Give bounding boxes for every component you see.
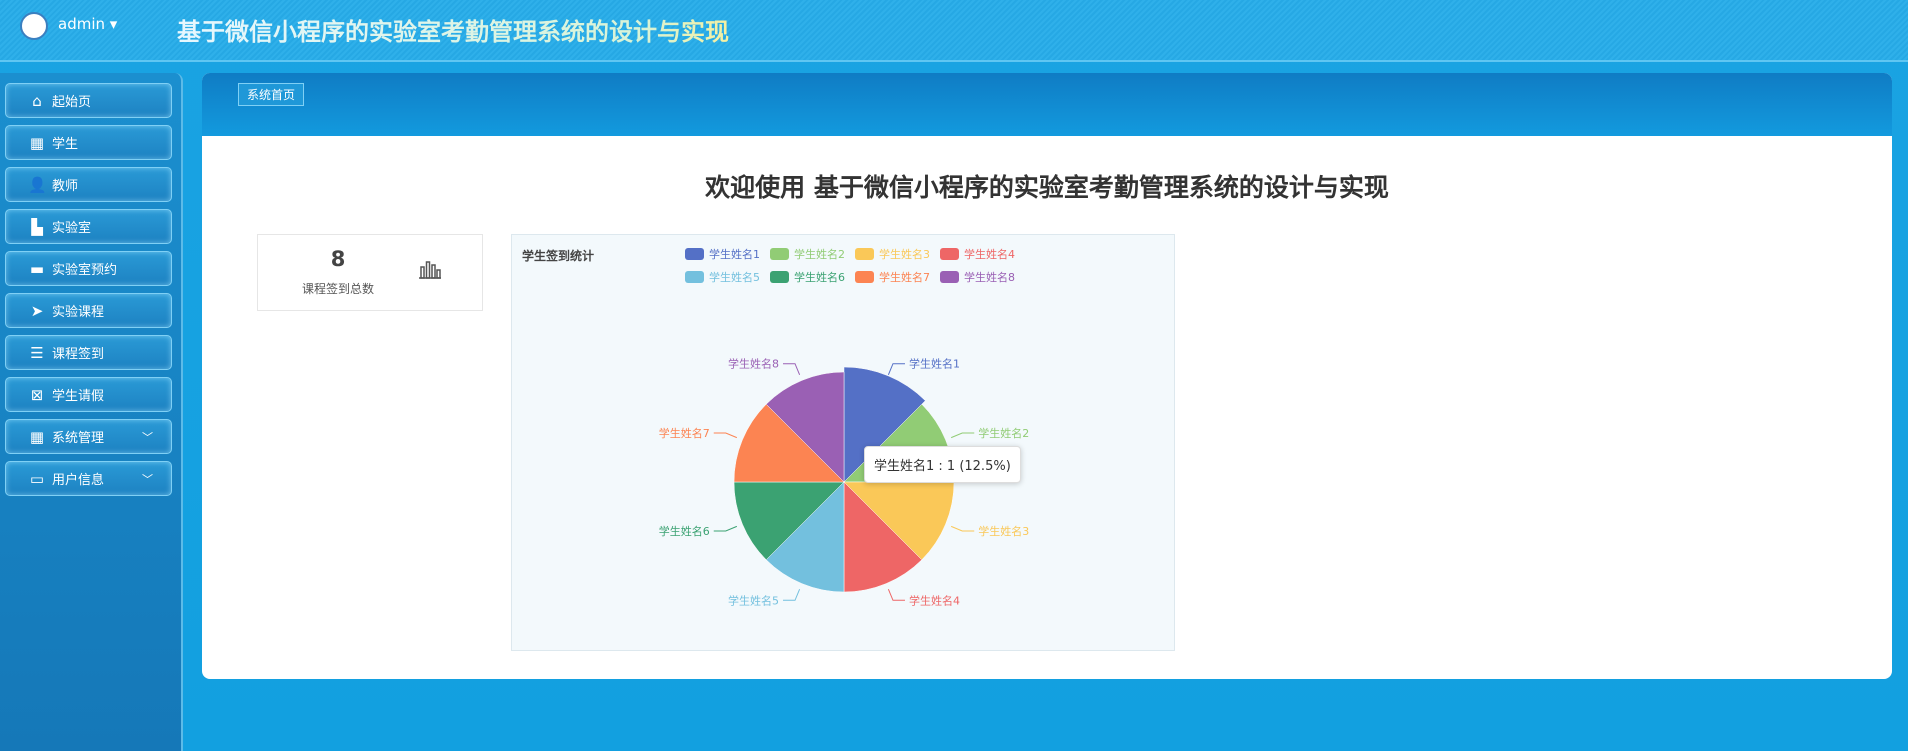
- slice-label: 学生姓名7: [659, 426, 710, 440]
- sidebar-item-7[interactable]: ⊠ 学生请假: [5, 377, 172, 412]
- legend-swatch: [855, 248, 874, 260]
- slice-label: 学生姓名3: [978, 524, 1029, 538]
- legend-label: 学生姓名7: [879, 271, 930, 284]
- label-line: [887, 363, 905, 376]
- sidebar-item-4[interactable]: ▬ 实验室预约: [5, 251, 172, 286]
- legend-item[interactable]: 学生姓名1: [685, 247, 760, 261]
- chevron-down-icon[interactable]: ﹀: [142, 472, 153, 486]
- legend-swatch: [855, 271, 874, 283]
- home-icon: ⌂: [32, 91, 42, 110]
- legend-label: 学生姓名1: [709, 248, 760, 261]
- label-line: [783, 363, 801, 376]
- legend-label: 学生姓名4: [964, 248, 1015, 261]
- sidebar-item-label: 学生: [52, 137, 79, 152]
- pie-chart-card: 学生签到统计 学生姓名1 学生姓名2 学生姓名3 学生姓名4 学生姓名5 学生姓名6 学生姓…: [511, 234, 1175, 651]
- user-menu[interactable]: admin ▾: [58, 15, 117, 33]
- sidebar-item-label: 实验室: [52, 221, 92, 236]
- label-line: [887, 588, 905, 601]
- label-line: [950, 525, 975, 532]
- sidebar-item-2[interactable]: 👤 教师: [5, 167, 172, 202]
- sidebar-item-0[interactable]: ⌂ 起始页: [5, 83, 172, 118]
- sidebar-item-1[interactable]: ▦ 学生: [5, 125, 172, 160]
- sliders-icon: ☰: [30, 343, 44, 362]
- legend-item[interactable]: 学生姓名6: [770, 270, 845, 284]
- grid-icon: ▦: [29, 427, 45, 446]
- sidebar-item-label: 实验课程: [52, 305, 105, 320]
- label-line: [783, 588, 801, 601]
- breadcrumb-home[interactable]: 系统首页: [238, 83, 305, 106]
- legend-label: 学生姓名8: [964, 271, 1015, 284]
- clipboard-x-icon: ⊠: [30, 385, 44, 404]
- label-line: [713, 432, 738, 439]
- pie-slice[interactable]: [765, 481, 845, 593]
- legend-swatch: [685, 271, 704, 283]
- sidebar-item-label: 课程签到: [52, 347, 105, 362]
- top-header: admin ▾ 基于微信小程序的实验室考勤管理系统的设计与实现: [0, 0, 1908, 62]
- label-line: [950, 432, 975, 439]
- slice-label: 学生姓名4: [909, 593, 960, 607]
- pie-slice[interactable]: [843, 481, 955, 561]
- user-icon: 👤: [28, 175, 47, 194]
- legend-swatch: [940, 248, 959, 260]
- app-title: 基于微信小程序的实验室考勤管理系统的设计与实现: [177, 12, 729, 47]
- legend-item[interactable]: 学生姓名7: [855, 270, 930, 284]
- chart-legend: 学生姓名1 学生姓名2 学生姓名3 学生姓名4 学生姓名5 学生姓名6 学生姓名7 学生姓名8: [685, 247, 1105, 284]
- chart-tooltip: 学生姓名1 : 1 (12.5%): [864, 446, 1021, 483]
- breadcrumb-bar: 系统首页: [202, 73, 1892, 136]
- stat-label: 课程签到总数: [301, 282, 374, 296]
- sidebar-item-6[interactable]: ☰ 课程签到: [5, 335, 172, 370]
- legend-swatch: [770, 271, 789, 283]
- slice-label: 学生姓名6: [659, 524, 710, 538]
- pie-slice[interactable]: [843, 481, 923, 593]
- sidebar-item-3[interactable]: ▙ 实验室: [5, 209, 172, 244]
- sidebar-item-label: 实验室预约: [52, 263, 118, 278]
- card-icon: ▭: [29, 469, 45, 488]
- pie-slice[interactable]: [733, 403, 845, 483]
- page-title: 欢迎使用 基于微信小程序的实验室考勤管理系统的设计与实现: [705, 173, 1389, 202]
- pie-slice[interactable]: [733, 481, 845, 561]
- legend-swatch: [685, 248, 704, 260]
- sidebar: ⌂ 起始页 ▦ 学生 👤 教师 ▙ 实验室 ▬ 实验室预约 ➤ 实验课程 ☰ 课程签到 ⊠ 学生请假 ▦ 系统管理…: [0, 73, 183, 751]
- slice-label: 学生姓名2: [978, 426, 1029, 440]
- username: admin: [58, 15, 105, 33]
- sidebar-item-label: 学生请假: [52, 389, 105, 404]
- sidebar-item-label: 起始页: [52, 95, 92, 110]
- chevron-down-icon[interactable]: ﹀: [142, 430, 153, 444]
- legend-label: 学生姓名6: [794, 271, 845, 284]
- legend-swatch: [770, 248, 789, 260]
- sidebar-item-8[interactable]: ▦ 系统管理 ﹀: [5, 419, 172, 454]
- label-line: [713, 525, 738, 532]
- legend-item[interactable]: 学生姓名4: [940, 247, 1015, 261]
- legend-swatch: [940, 271, 959, 283]
- legend-label: 学生姓名2: [794, 248, 845, 261]
- stat-card: 8 课程签到总数: [257, 234, 483, 311]
- monitor-icon: ▬: [29, 259, 45, 278]
- legend-item[interactable]: 学生姓名2: [770, 247, 845, 261]
- sidebar-item-9[interactable]: ▭ 用户信息 ﹀: [5, 461, 172, 496]
- legend-item[interactable]: 学生姓名8: [940, 270, 1015, 284]
- legend-label: 学生姓名3: [879, 248, 930, 261]
- chart-title: 学生签到统计: [522, 249, 595, 263]
- sidebar-item-label: 用户信息: [52, 473, 105, 488]
- legend-item[interactable]: 学生姓名5: [685, 270, 760, 284]
- bar-chart-icon: [418, 259, 442, 284]
- legend-label: 学生姓名5: [709, 271, 760, 284]
- pie-slice[interactable]: [765, 371, 845, 483]
- send-icon: ➤: [30, 301, 44, 320]
- slice-label: 学生姓名1: [909, 357, 960, 371]
- pie-chart: 学生姓名1 学生姓名2 学生姓名3 学生姓名4 学生姓名5 学生姓名6 学生姓名7 学生姓名8: [659, 357, 1030, 608]
- grid-icon: ▦: [29, 133, 45, 152]
- caret-down-icon: ▾: [109, 15, 118, 33]
- book-icon: ▙: [31, 217, 43, 236]
- sidebar-item-5[interactable]: ➤ 实验课程: [5, 293, 172, 328]
- sidebar-item-label: 教师: [52, 179, 79, 194]
- legend-item[interactable]: 学生姓名3: [855, 247, 930, 261]
- stat-value: 8: [330, 247, 346, 271]
- slice-label: 学生姓名8: [728, 357, 779, 371]
- slice-label: 学生姓名5: [728, 593, 779, 607]
- sidebar-item-label: 系统管理: [52, 431, 105, 446]
- avatar[interactable]: [20, 12, 48, 40]
- main-panel: 系统首页 欢迎使用 基于微信小程序的实验室考勤管理系统的设计与实现 8 课程签到…: [202, 73, 1892, 679]
